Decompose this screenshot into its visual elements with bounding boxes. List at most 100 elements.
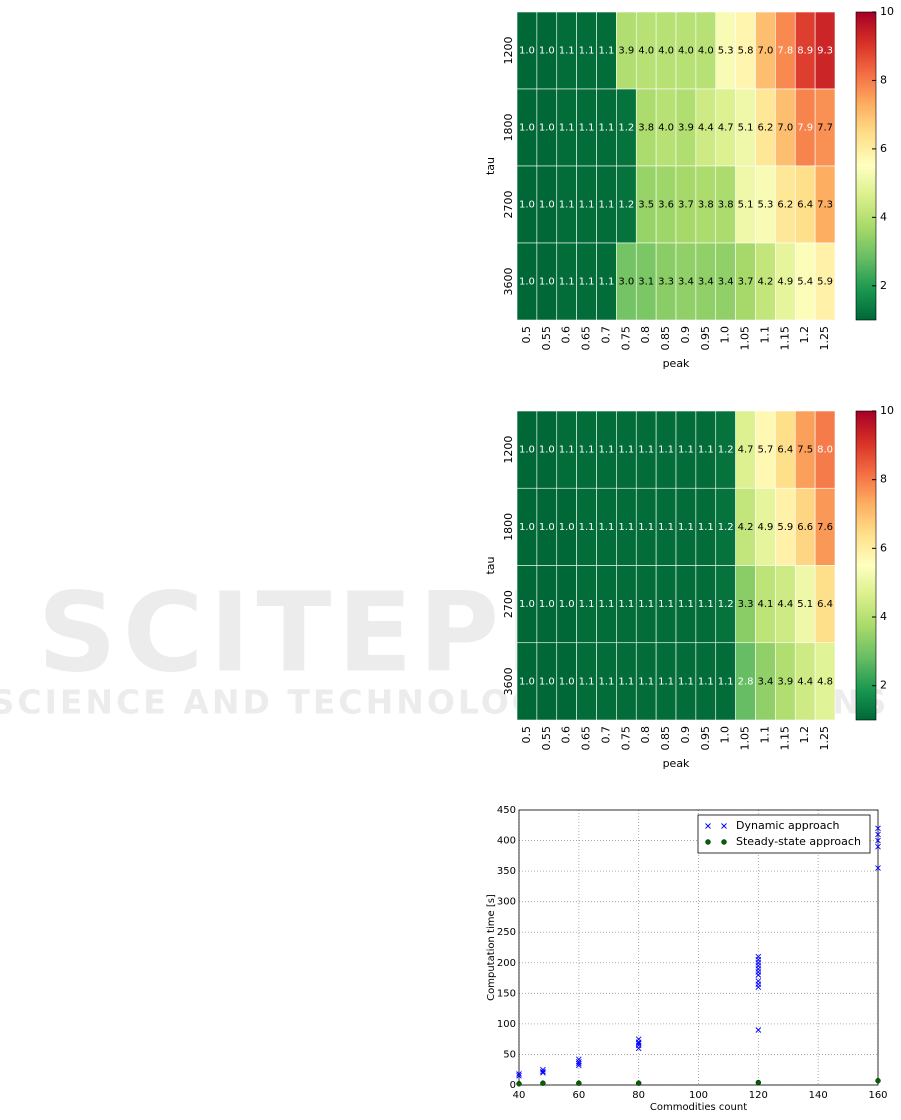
cell-label: 5.7	[757, 445, 773, 456]
x-tick-label: 0.65	[580, 326, 593, 351]
cell-label: 4.2	[757, 277, 773, 288]
y-tick-label: 2700	[502, 191, 515, 219]
cell-label: 1.1	[618, 445, 634, 456]
cell-label: 1.0	[539, 676, 555, 687]
cell-label: 1.0	[539, 46, 555, 57]
cell-label: 1.0	[519, 123, 535, 134]
cell-label: 1.1	[579, 277, 595, 288]
x-tick-label: 1.15	[778, 326, 791, 351]
cell-label: 1.1	[698, 676, 714, 687]
cell-label: 5.1	[738, 123, 754, 134]
cell-label: 6.4	[777, 445, 793, 456]
x-tick-label: 1.1	[758, 726, 771, 744]
cell-label: 6.6	[797, 522, 813, 533]
x-tick-label: 0.9	[679, 326, 692, 344]
cell-label: 3.5	[638, 200, 654, 211]
cell-label: 1.1	[579, 46, 595, 57]
y-tick-label: 450	[497, 805, 516, 816]
cell-label: 1.1	[579, 123, 595, 134]
marker-dot	[516, 1081, 522, 1087]
marker-x	[540, 1068, 546, 1075]
cell-label: 1.1	[559, 200, 575, 211]
cell-label: 1.1	[559, 277, 575, 288]
y-tick-label: 300	[497, 897, 516, 908]
x-tick-label: 1.25	[818, 326, 831, 351]
marker-x	[875, 825, 881, 832]
cell-label: 3.6	[658, 200, 674, 211]
cell-label: 1.0	[559, 676, 575, 687]
marker-dot	[875, 1078, 881, 1084]
y-tick-label: 400	[497, 836, 516, 847]
cell-label: 5.3	[718, 46, 734, 57]
cell-label: 1.0	[539, 123, 555, 134]
cell-label: 1.0	[519, 200, 535, 211]
cell-label: 1.1	[579, 522, 595, 533]
cell-label: 1.0	[559, 522, 575, 533]
cell-label: 1.1	[579, 445, 595, 456]
cell-label: 4.4	[797, 676, 813, 687]
y-tick-label: 1200	[502, 37, 515, 65]
marker-dot	[635, 1080, 642, 1086]
cell-label: 6.2	[757, 123, 773, 134]
x-tick-label: 0.6	[560, 726, 573, 744]
cell-label: 5.4	[797, 277, 813, 288]
cell-label: 7.8	[777, 46, 793, 57]
y-tick-label: 3600	[502, 667, 515, 695]
x-tick-label: 0.55	[540, 326, 553, 351]
cell-label: 1.0	[519, 46, 535, 57]
cell-label: 4.8	[817, 676, 833, 687]
cell-label: 4.1	[757, 599, 773, 610]
x-tick-label: 80	[632, 1090, 645, 1101]
x-tick-label: 160	[868, 1090, 887, 1101]
colorbar-tick-label: 10	[880, 404, 894, 417]
marker-dot	[576, 1080, 582, 1086]
cell-label: 1.0	[519, 599, 535, 610]
cell-label: 3.8	[698, 200, 714, 211]
y-axis-label: tau	[484, 556, 497, 574]
cell-label: 3.4	[757, 676, 773, 687]
heatmap-cell	[814, 242, 836, 321]
x-tick-label: 120	[749, 1090, 768, 1101]
cell-label: 1.0	[539, 277, 555, 288]
marker-x	[540, 1066, 546, 1073]
colorbar-tick-label: 6	[880, 142, 887, 155]
cell-label: 1.2	[718, 445, 734, 456]
x-tick-label: 0.5	[520, 326, 533, 344]
marker-x	[721, 823, 727, 829]
cell-label: 5.9	[777, 522, 793, 533]
cell-label: 1.0	[519, 445, 535, 456]
colorbar-tick-label: 2	[880, 679, 887, 692]
y-tick-label: 1800	[502, 513, 515, 541]
cell-label: 1.1	[718, 676, 734, 687]
marker-dot	[540, 1080, 546, 1086]
cell-label: 1.1	[579, 200, 595, 211]
cell-label: 1.1	[559, 123, 575, 134]
marker-x	[516, 1071, 522, 1077]
legend-box	[697, 814, 871, 854]
cell-label: 1.2	[718, 599, 734, 610]
x-tick-label: 1.0	[719, 326, 732, 344]
cell-label: 4.2	[738, 522, 754, 533]
x-axis-label: Commodities count	[650, 1102, 747, 1113]
cell-label: 7.3	[817, 200, 833, 211]
cell-label: 4.7	[718, 123, 734, 134]
y-tick-label: 100	[497, 1019, 516, 1030]
cell-label: 6.4	[817, 599, 833, 610]
x-tick-label: 0.7	[599, 326, 612, 344]
cell-label: 5.1	[797, 599, 813, 610]
cell-label: 1.1	[658, 599, 674, 610]
x-tick-label: 60	[572, 1090, 585, 1101]
y-tick-label: 50	[503, 1049, 516, 1060]
y-tick-label: 3600	[502, 268, 515, 296]
cell-label: 3.8	[718, 200, 734, 211]
x-tick-label: 0.8	[639, 326, 652, 344]
cell-label: 1.1	[698, 599, 714, 610]
cell-label: 8.0	[817, 445, 833, 456]
y-tick-label: 150	[497, 988, 516, 999]
x-tick-label: 1.2	[798, 326, 811, 344]
cell-label: 1.0	[539, 445, 555, 456]
x-tick-label: 0.95	[699, 726, 712, 751]
cell-label: 3.0	[618, 277, 634, 288]
cell-label: 1.1	[598, 676, 614, 687]
cell-label: 3.9	[678, 123, 694, 134]
